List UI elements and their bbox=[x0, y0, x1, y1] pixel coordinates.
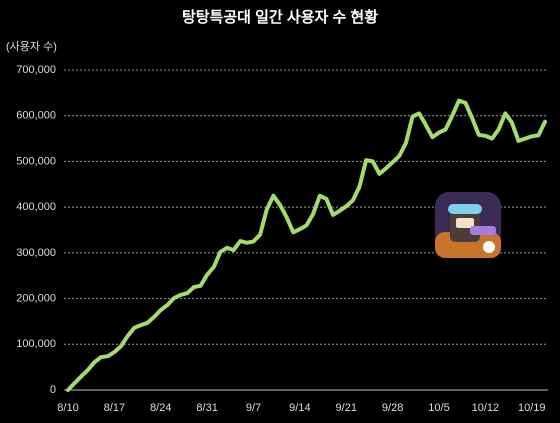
x-tick-label: 9/28 bbox=[382, 402, 403, 414]
y-tick-label: 700,000 bbox=[16, 64, 56, 76]
chart-title: 탕탕특공대 일간 사용자 수 현황 bbox=[182, 8, 378, 26]
y-tick-label: 0 bbox=[50, 384, 56, 396]
x-tick-label: 8/31 bbox=[196, 402, 217, 414]
y-axis-label: (사용자 수) bbox=[6, 40, 57, 53]
icon-face bbox=[456, 218, 474, 228]
x-tick-label: 10/19 bbox=[518, 402, 546, 414]
x-tick-label: 8/10 bbox=[57, 402, 78, 414]
line bbox=[66, 98, 547, 392]
x-tick-label: 9/7 bbox=[246, 402, 261, 414]
y-tick-label: 300,000 bbox=[16, 247, 56, 259]
icon-helmet bbox=[448, 204, 482, 214]
y-tick-label: 600,000 bbox=[16, 110, 56, 122]
x-tick-label: 9/21 bbox=[336, 402, 357, 414]
x-tick-label: 10/5 bbox=[428, 402, 449, 414]
y-tick-label: 200,000 bbox=[16, 292, 56, 304]
y-tick-label: 400,000 bbox=[16, 201, 56, 213]
app-icon bbox=[435, 192, 501, 258]
icon-gun bbox=[470, 226, 496, 235]
x-tick-label: 8/24 bbox=[150, 402, 171, 414]
y-tick-label: 100,000 bbox=[16, 338, 56, 350]
x-tick-label: 9/14 bbox=[289, 402, 310, 414]
icon-badge bbox=[483, 241, 495, 253]
x-tick-label: 10/12 bbox=[472, 402, 500, 414]
x-tick-label: 8/17 bbox=[104, 402, 125, 414]
y-tick-label: 500,000 bbox=[16, 155, 56, 167]
